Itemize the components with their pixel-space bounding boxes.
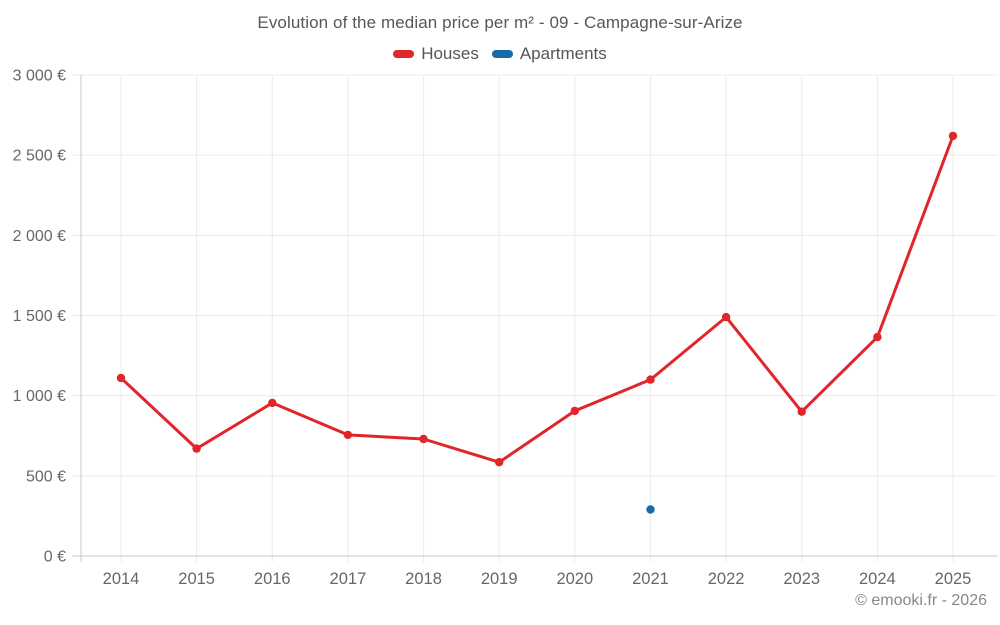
houses-data-point[interactable] <box>646 375 655 384</box>
x-axis-tick-label: 2016 <box>254 570 291 588</box>
x-axis-tick-label: 2019 <box>481 570 518 588</box>
houses-data-point[interactable] <box>570 406 579 416</box>
houses-data-point[interactable] <box>419 434 428 444</box>
y-axis-tick-label: 2 500 € <box>13 148 66 165</box>
x-axis-tick-label: 2014 <box>103 570 140 588</box>
x-axis-tick-label: 2022 <box>708 570 745 588</box>
x-axis-tick-label: 2018 <box>405 570 442 588</box>
houses-series-line <box>119 134 955 464</box>
houses-data-point[interactable] <box>343 430 353 440</box>
x-axis-tick-label: 2020 <box>556 570 593 588</box>
legend-item-houses[interactable]: Houses <box>393 44 479 64</box>
apartments-data-point[interactable] <box>646 505 655 514</box>
y-axis-tick-label: 1 500 € <box>13 308 66 325</box>
chart-title: Evolution of the median price per m² - 0… <box>257 13 743 32</box>
apartments-series-swatch-icon <box>491 50 513 58</box>
y-axis-tick-label: 0 € <box>44 549 66 566</box>
houses-data-point[interactable] <box>192 444 201 453</box>
legend-label-houses: Houses <box>421 44 479 63</box>
x-axis-tick-label: 2017 <box>330 570 367 588</box>
houses-data-point[interactable] <box>116 373 126 383</box>
x-axis-tick-label: 2025 <box>935 570 972 588</box>
legend-label-apartments: Apartments <box>519 44 607 63</box>
y-axis-tick-label: 500 € <box>26 468 66 485</box>
legend: Houses Apartments <box>0 44 1000 64</box>
x-axis-tick-label: 2015 <box>178 570 215 588</box>
houses-data-point[interactable] <box>268 398 277 408</box>
houses-data-point[interactable] <box>495 458 504 467</box>
legend-item-apartments[interactable]: Apartments <box>491 44 607 64</box>
x-axis-tick-label: 2024 <box>859 570 896 588</box>
houses-data-point[interactable] <box>948 131 958 141</box>
y-axis-tick-label: 1 000 € <box>13 388 66 405</box>
watermark: © emooki.fr - 2026 <box>855 592 987 609</box>
x-axis-tick-label: 2023 <box>783 570 820 588</box>
x-axis-tick-label: 2021 <box>632 570 669 588</box>
houses-data-point[interactable] <box>721 312 731 322</box>
y-axis-tick-label: 2 000 € <box>13 228 66 245</box>
houses-data-point[interactable] <box>797 407 806 416</box>
houses-series-swatch-icon <box>393 50 415 58</box>
houses-data-point[interactable] <box>873 332 882 342</box>
y-axis-tick-label: 3 000 € <box>13 68 66 85</box>
